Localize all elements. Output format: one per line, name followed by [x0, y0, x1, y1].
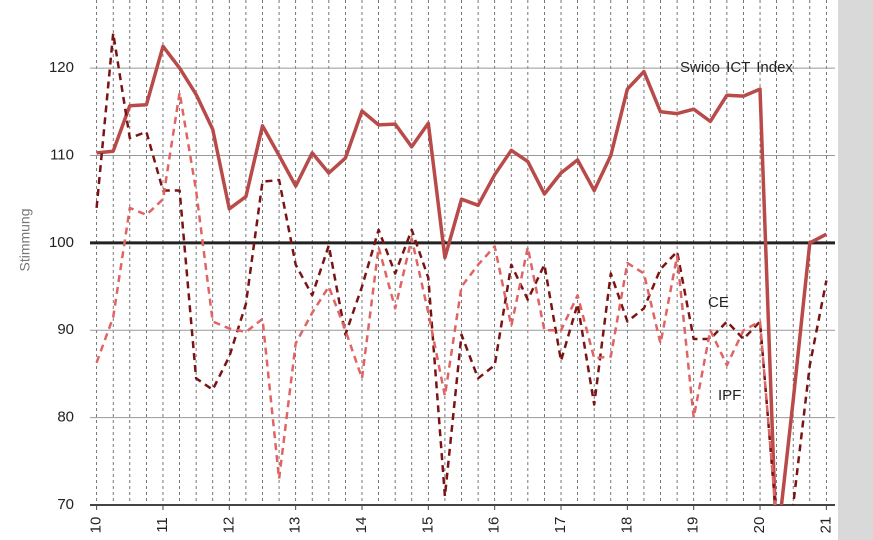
x-tick-label: 18: [618, 517, 635, 534]
y-axis-label: Stimmung: [17, 208, 33, 271]
series-line: [96, 44, 828, 505]
x-tick-label: 21: [817, 517, 834, 534]
x-tick-label: 14: [353, 517, 370, 534]
y-tick-label: 110: [50, 146, 74, 163]
y-tick-label: 120: [49, 59, 74, 76]
x-tick-label: 19: [685, 517, 702, 534]
y-tick-label: 100: [49, 234, 74, 251]
y-tick-label: 70: [57, 496, 74, 513]
series-label: IPF: [718, 387, 741, 404]
x-tick-label: 10: [88, 517, 105, 534]
x-tick-label: 17: [552, 517, 569, 534]
x-tick-label: 13: [287, 517, 304, 534]
series-line: [95, 91, 777, 505]
x-tick-label: 12: [220, 517, 237, 534]
x-tick-label: 20: [751, 517, 768, 534]
y-tick-label: 80: [57, 409, 74, 426]
series-label: CE: [708, 294, 729, 311]
y-tick-label: 90: [57, 321, 74, 338]
plot-background: [0, 0, 838, 540]
x-tick-label: 16: [486, 517, 503, 534]
series-line: [95, 31, 828, 505]
series-label: Swico ICT Index: [680, 59, 793, 76]
x-tick-label: 15: [419, 517, 436, 534]
x-tick-label: 11: [154, 517, 171, 533]
